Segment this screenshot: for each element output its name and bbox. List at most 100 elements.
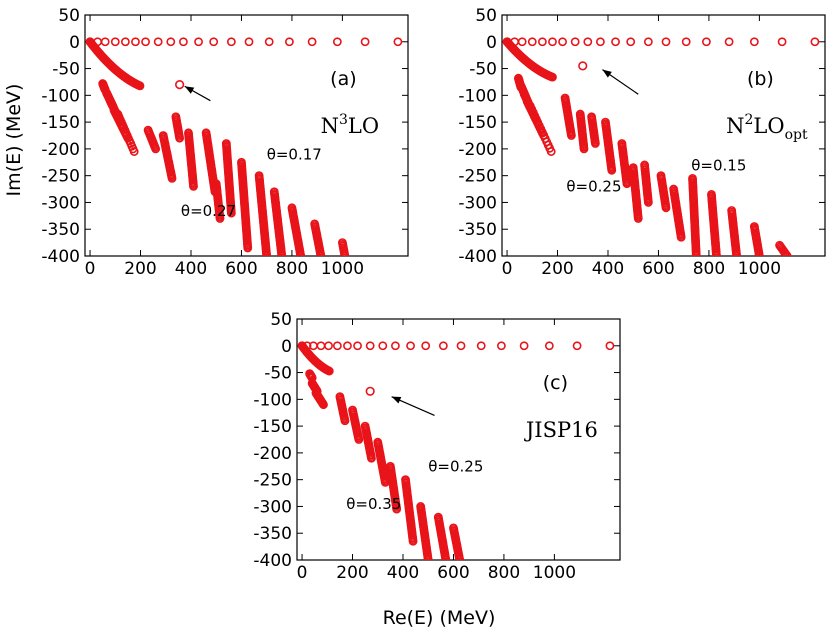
data-point xyxy=(590,139,600,148)
data-point xyxy=(305,369,315,379)
data-point xyxy=(105,96,115,106)
y-tick-label: -400 xyxy=(41,247,80,267)
panel-label: (a) xyxy=(330,68,356,90)
x-tick-label: 0 xyxy=(297,563,308,583)
y-tick-label: -200 xyxy=(41,140,80,160)
y-tick-label: -250 xyxy=(253,471,292,491)
y-tick-label: -50 xyxy=(264,364,292,384)
model-label: JISP16 xyxy=(524,418,598,442)
data-point xyxy=(572,341,582,351)
y-axis-label: Im(E) (MeV) xyxy=(3,84,25,197)
x-tick-label: 600 xyxy=(642,259,674,279)
data-point xyxy=(421,341,431,351)
y-tick-label: -400 xyxy=(458,247,497,267)
data-point xyxy=(332,341,342,351)
y-tick-label: 50 xyxy=(58,6,80,26)
y-tick-label: -400 xyxy=(253,551,292,571)
data-point xyxy=(353,341,362,351)
data-point xyxy=(151,144,161,154)
x-tick-label: 800 xyxy=(276,259,308,279)
data-point xyxy=(626,37,636,47)
x-tick-label: 1000 xyxy=(738,259,781,279)
plot-frame xyxy=(84,14,409,257)
panel-label: (b) xyxy=(747,68,774,90)
data-point xyxy=(455,555,465,560)
y-tick-label: -100 xyxy=(253,390,292,410)
x-axis-label: Re(E) (MeV) xyxy=(383,607,496,629)
data-point xyxy=(284,37,294,47)
data-point xyxy=(712,251,721,256)
data-point xyxy=(607,165,617,175)
y-tick-label: -150 xyxy=(458,113,497,133)
data-point xyxy=(365,386,375,396)
data-point xyxy=(324,366,334,376)
data-point xyxy=(262,251,272,256)
data-point xyxy=(643,198,653,207)
y-tick-label: 0 xyxy=(69,33,80,53)
data-point xyxy=(141,37,150,47)
y-tick-label: -250 xyxy=(41,167,80,187)
data-point xyxy=(782,251,792,256)
x-tick-label: 400 xyxy=(592,259,624,279)
arrow-head xyxy=(602,69,612,78)
theta-label: θ=0.25 xyxy=(566,178,621,196)
data-point xyxy=(243,243,253,253)
theta-label: θ=0.17 xyxy=(267,146,322,164)
y-tick-label: -100 xyxy=(41,86,80,106)
y-tick-label: -50 xyxy=(469,60,497,80)
arrow-head xyxy=(391,396,402,404)
data-points xyxy=(85,37,403,256)
data-point xyxy=(514,73,523,83)
y-tick-label: 0 xyxy=(486,33,497,53)
x-tick-label: 0 xyxy=(85,259,96,279)
plot-frame xyxy=(501,14,826,257)
data-point xyxy=(496,341,506,351)
data-point xyxy=(277,251,287,256)
data-point xyxy=(131,37,140,47)
data-point xyxy=(423,555,433,560)
data-point xyxy=(307,37,317,47)
x-tick-label: 400 xyxy=(175,259,207,279)
data-point xyxy=(643,37,653,47)
data-point xyxy=(311,388,321,398)
y-tick-label: -100 xyxy=(458,86,497,106)
data-point xyxy=(548,72,557,82)
data-point xyxy=(167,173,177,183)
x-tick-label: 200 xyxy=(336,563,368,583)
x-tick-label: 200 xyxy=(541,259,573,279)
x-tick-label: 800 xyxy=(693,259,725,279)
data-point xyxy=(676,232,686,242)
y-tick-label: -50 xyxy=(52,60,80,80)
data-point xyxy=(393,37,403,47)
data-point xyxy=(519,341,529,351)
data-point xyxy=(135,81,145,91)
data-point xyxy=(391,341,400,351)
data-point xyxy=(570,37,580,47)
data-point xyxy=(365,341,375,351)
data-point xyxy=(579,144,589,154)
data-point xyxy=(175,133,185,143)
data-point xyxy=(476,341,486,351)
data-point xyxy=(340,416,350,426)
data-point xyxy=(527,37,537,47)
data-point xyxy=(360,37,370,47)
data-point xyxy=(100,37,110,47)
data-point xyxy=(354,435,364,444)
data-point xyxy=(215,214,225,223)
data-point xyxy=(605,341,615,351)
y-tick-label: 0 xyxy=(281,337,292,357)
data-point xyxy=(456,341,466,351)
data-point xyxy=(153,37,163,47)
data-point xyxy=(519,89,529,99)
data-point xyxy=(175,80,185,90)
data-point xyxy=(596,37,605,47)
data-point xyxy=(392,504,402,514)
data-points xyxy=(502,37,820,256)
y-tick-label: -350 xyxy=(458,220,497,240)
arrow-head xyxy=(184,86,195,94)
data-point xyxy=(661,37,671,47)
